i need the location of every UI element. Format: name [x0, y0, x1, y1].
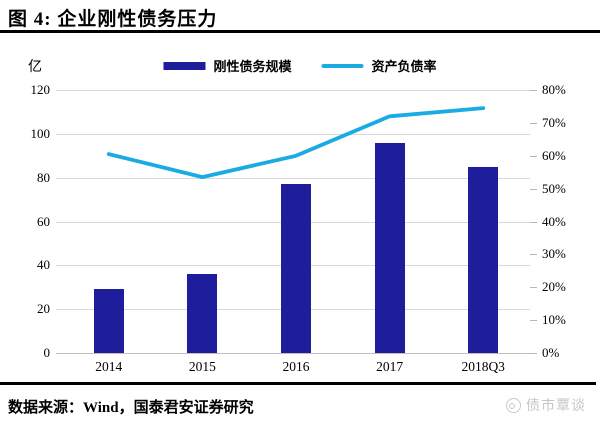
gridline-100: [56, 133, 530, 135]
bar-2014: [93, 289, 124, 353]
data-source-note: 数据来源：Wind，国泰君安证券研究: [8, 400, 254, 416]
x-axis-label-2017: 2017: [376, 359, 404, 374]
left-axis-tick-20: 20: [37, 301, 50, 317]
bar-series-swatch-icon: [163, 61, 206, 70]
x-axis-label-2014: 2014: [95, 359, 123, 374]
right-axis-tickmark-30: [530, 254, 537, 256]
left-axis-unit: 亿: [28, 60, 42, 75]
right-axis-tickmark-0: [530, 353, 537, 354]
right-axis-tickmark-80: [530, 90, 537, 91]
right-axis-tickmark-70: [530, 122, 537, 124]
legend-bar-label: 刚性债务规模: [213, 59, 292, 74]
bar-2017: [374, 142, 405, 353]
right-axis-tick-10: 10%: [542, 312, 566, 328]
right-axis-tick-60: 60%: [542, 147, 566, 163]
right-axis-tick-40: 40%: [542, 213, 566, 229]
legend-item-line-series: 资产负债率: [321, 56, 437, 75]
right-axis-tickmark-50: [530, 188, 537, 190]
footer-divider: [0, 382, 596, 385]
bar-2018Q3: [468, 166, 499, 353]
left-axis-tick-0: 0: [43, 345, 51, 360]
gridline-120: [56, 90, 530, 91]
left-axis-tick-80: 80: [37, 169, 50, 185]
bar-2016: [281, 184, 311, 353]
bar-2015: [187, 274, 218, 353]
legend-line-label: 资产负债率: [371, 59, 437, 74]
watermark-label: 债市覃谈: [526, 399, 586, 414]
right-axis-tickmark-40: [530, 221, 537, 223]
chart-legend: 刚性债务规模 资产负债率: [163, 56, 437, 75]
gridline-80: [56, 177, 530, 179]
x-axis-label-2015: 2015: [188, 359, 216, 374]
right-axis-tick-50: 50%: [542, 180, 566, 196]
left-axis-tick-60: 60: [37, 213, 50, 229]
right-axis-tick-30: 30%: [542, 246, 566, 262]
right-axis-tickmark-20: [530, 287, 537, 289]
x-axis-label-2018Q3: 2018Q3: [461, 359, 505, 374]
right-axis-tick-70: 70%: [542, 114, 566, 130]
title-divider: [0, 30, 600, 33]
left-axis-tick-100: 100: [30, 125, 51, 141]
x-axis-label-2016: 2016: [282, 359, 310, 374]
left-axis-tick-120: 120: [30, 82, 51, 97]
left-axis-tick-40: 40: [37, 257, 50, 273]
right-axis-tickmark-60: [530, 155, 537, 157]
legend-item-bar-series: 刚性债务规模: [163, 56, 292, 75]
figure-title: 图 4: 企业刚性债务压力: [8, 9, 218, 30]
watermark: 债市覃谈: [506, 395, 586, 415]
line-series-swatch-icon: [321, 63, 364, 68]
gridline-0: [56, 353, 530, 354]
right-axis-tick-80: 80%: [542, 82, 566, 97]
watermark-logo-icon: [506, 397, 521, 413]
right-axis-tick-20: 20%: [542, 279, 566, 295]
right-axis-tickmark-10: [530, 320, 537, 322]
right-axis-tick-0: 0%: [542, 345, 560, 360]
